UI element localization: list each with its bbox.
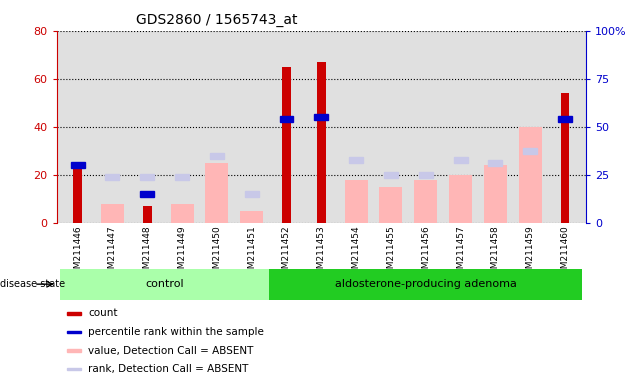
Bar [171,204,193,223]
Bar [454,157,467,163]
Bar [379,187,403,223]
Bar [488,160,502,166]
Text: GSM211449: GSM211449 [178,225,186,280]
Bar [524,148,537,154]
Bar [419,172,433,178]
Bar [384,172,398,178]
Text: GSM211456: GSM211456 [421,225,430,280]
Text: GSM211454: GSM211454 [352,225,360,280]
Bar [561,93,570,223]
Bar [105,174,119,180]
Text: GSM211448: GSM211448 [143,225,152,280]
Text: GSM211451: GSM211451 [247,225,256,280]
Bar [518,127,542,223]
Text: GSM211447: GSM211447 [108,225,117,280]
Text: aldosterone-producing adenoma: aldosterone-producing adenoma [335,279,517,289]
Text: GSM211450: GSM211450 [212,225,221,280]
Bar [282,67,291,223]
Bar [140,174,154,180]
Bar [67,312,81,315]
Bar [67,368,81,371]
Text: control: control [146,279,184,289]
Text: GSM211452: GSM211452 [282,225,291,280]
Text: rank, Detection Call = ABSENT: rank, Detection Call = ABSENT [88,364,249,374]
Bar [101,204,124,223]
Bar [314,114,328,120]
Bar [240,211,263,223]
Bar [67,349,81,352]
Text: GDS2860 / 1565743_at: GDS2860 / 1565743_at [136,13,297,27]
Bar [558,116,572,122]
Bar [175,174,189,180]
Bar [484,165,507,223]
Text: percentile rank within the sample: percentile rank within the sample [88,327,265,337]
Bar [140,191,154,197]
Bar [349,157,363,163]
Text: value, Detection Call = ABSENT: value, Detection Call = ABSENT [88,346,254,356]
Text: GSM211457: GSM211457 [456,225,465,280]
Bar [210,152,224,159]
Bar [143,206,152,223]
Bar [317,62,326,223]
Bar [73,167,82,223]
Bar [415,180,437,223]
Text: GSM211453: GSM211453 [317,225,326,280]
Bar [67,331,81,333]
Text: count: count [88,308,118,318]
Bar [345,180,367,223]
Text: disease state: disease state [0,279,65,289]
Bar [449,175,472,223]
Text: GSM211446: GSM211446 [73,225,82,280]
Bar [71,162,84,168]
Text: GSM211460: GSM211460 [561,225,570,280]
Bar [244,191,259,197]
Bar [60,269,269,300]
Text: GSM211455: GSM211455 [386,225,396,280]
Bar [269,269,582,300]
Text: GSM211459: GSM211459 [525,225,535,280]
Text: GSM211458: GSM211458 [491,225,500,280]
Bar [205,163,228,223]
Bar [280,116,294,122]
